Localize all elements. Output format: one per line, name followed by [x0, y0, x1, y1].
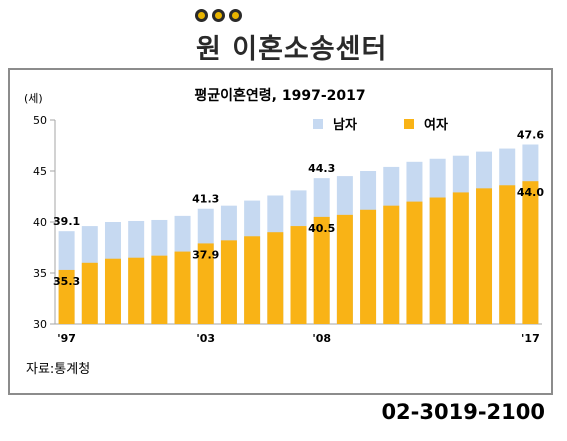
x-tick-label: '17: [521, 332, 540, 345]
y-axis-label: (세): [24, 92, 43, 105]
brand-title: 원 이혼소송센터: [196, 34, 388, 65]
bar-female: [244, 236, 261, 324]
bar-female: [383, 205, 400, 324]
x-tick-label: '97: [57, 332, 76, 345]
data-label-female: 40.5: [308, 222, 335, 235]
y-tick-label: 30: [33, 318, 47, 331]
data-label-male: 44.3: [308, 162, 335, 175]
y-tick-label: 40: [33, 216, 47, 229]
bar-female: [313, 216, 330, 324]
data-label-female: 37.9: [192, 248, 219, 261]
bar-female: [174, 251, 191, 324]
legend-female-swatch: [404, 119, 414, 129]
legend-male-swatch: [313, 119, 323, 129]
data-label-female: 44.0: [517, 186, 544, 199]
bar-female: [290, 226, 307, 324]
bar-female: [499, 185, 516, 324]
data-label-male: 47.6: [517, 128, 544, 141]
bar-female: [476, 188, 493, 324]
bar-female: [151, 255, 168, 324]
bar-female: [81, 262, 98, 324]
bar-female: [267, 232, 284, 324]
data-label-male: 41.3: [192, 193, 219, 206]
data-label-female: 35.3: [53, 275, 80, 288]
chart-title: 평균이혼연령, 1997-2017: [194, 87, 365, 104]
source-note: 자료:통계청: [26, 362, 91, 377]
legend-female-label: 여자: [424, 117, 448, 133]
phone-number: 02-3019-2100: [381, 400, 545, 424]
data-label-male: 39.1: [53, 215, 80, 228]
bar-female: [197, 243, 214, 324]
bar-female: [58, 269, 75, 324]
y-tick-label: 45: [33, 165, 47, 178]
chart: 평균이혼연령, 1997-2017 (세) 30 35 40 45 50 '97 '03 '08 '…: [24, 87, 544, 345]
logo-dot-1-icon: [195, 9, 208, 22]
logo-dots: [195, 9, 242, 22]
bar-female: [128, 257, 145, 324]
bar-female: [429, 197, 446, 324]
bar-female: [522, 181, 539, 324]
logo-dot-2-icon: [212, 9, 225, 22]
chart-panel: 평균이혼연령, 1997-2017 (세) 30 35 40 45 50 '97 '03 '08 '…: [8, 68, 553, 395]
y-tick-label: 50: [33, 114, 47, 127]
bar-female: [336, 214, 353, 324]
bar-female: [104, 258, 121, 324]
x-tick-label: '08: [312, 332, 331, 345]
bar-female: [220, 240, 237, 324]
legend-male-label: 남자: [333, 117, 357, 133]
y-tick-label: 35: [33, 267, 47, 280]
x-tick-label: '03: [196, 332, 215, 345]
bar-female: [452, 192, 469, 324]
bar-female: [406, 201, 423, 324]
logo-dot-3-icon: [229, 9, 242, 22]
bar-female: [360, 209, 377, 324]
